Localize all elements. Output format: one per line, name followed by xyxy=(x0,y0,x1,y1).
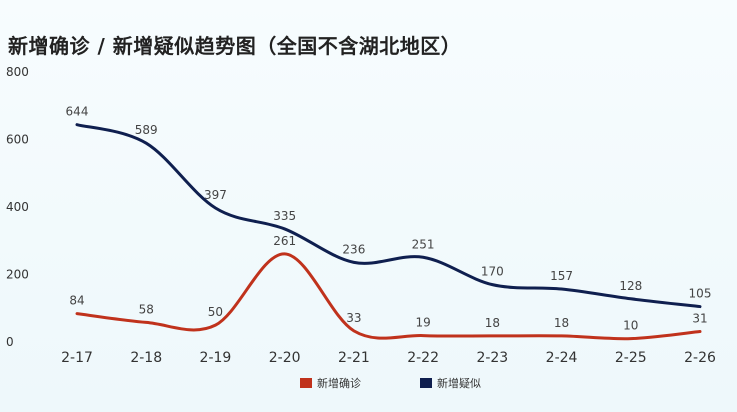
y-tick-label: 200 xyxy=(6,268,29,282)
legend-swatch xyxy=(420,378,432,388)
x-tick-label: 2-20 xyxy=(269,350,301,366)
y-tick-label: 800 xyxy=(6,65,29,79)
data-label: 33 xyxy=(346,311,361,325)
y-tick-label: 0 xyxy=(6,335,14,349)
data-label: 644 xyxy=(66,105,89,119)
x-tick-label: 2-23 xyxy=(476,350,508,366)
x-tick-label: 2-17 xyxy=(61,350,93,366)
data-label: 251 xyxy=(412,237,435,251)
data-label: 58 xyxy=(139,302,154,316)
series-line-confirmed xyxy=(75,252,702,341)
x-tick-label: 2-24 xyxy=(546,350,578,366)
data-label: 50 xyxy=(208,305,223,319)
x-tick-label: 2-19 xyxy=(200,350,232,366)
data-label: 589 xyxy=(135,123,158,137)
data-label: 128 xyxy=(619,279,642,293)
x-tick-label: 2-22 xyxy=(407,350,439,366)
data-label: 84 xyxy=(69,294,84,308)
legend-swatch xyxy=(300,378,312,388)
data-label: 18 xyxy=(485,316,500,330)
data-label: 157 xyxy=(550,269,573,283)
data-label: 261 xyxy=(273,234,296,248)
data-label: 170 xyxy=(481,265,504,279)
legend-label: 新增疑似 xyxy=(437,376,481,390)
data-label: 236 xyxy=(342,242,365,256)
x-tick-label: 2-21 xyxy=(338,350,370,366)
data-label: 18 xyxy=(554,316,569,330)
y-tick-label: 400 xyxy=(6,200,29,214)
data-label: 19 xyxy=(415,316,430,330)
legend-label: 新增确诊 xyxy=(317,376,361,390)
data-label: 105 xyxy=(689,287,712,301)
data-label: 397 xyxy=(204,188,227,202)
x-tick-label: 2-25 xyxy=(615,350,647,366)
chart-title: 新增确诊 / 新增疑似趋势图（全国不含湖北地区） xyxy=(8,34,462,58)
y-tick-label: 600 xyxy=(6,133,29,147)
x-tick-label: 2-18 xyxy=(130,350,162,366)
series-line-suspected xyxy=(75,123,702,309)
data-label: 335 xyxy=(273,209,296,223)
data-label: 10 xyxy=(623,319,638,333)
x-tick-label: 2-26 xyxy=(684,350,716,366)
data-label: 31 xyxy=(692,312,707,326)
